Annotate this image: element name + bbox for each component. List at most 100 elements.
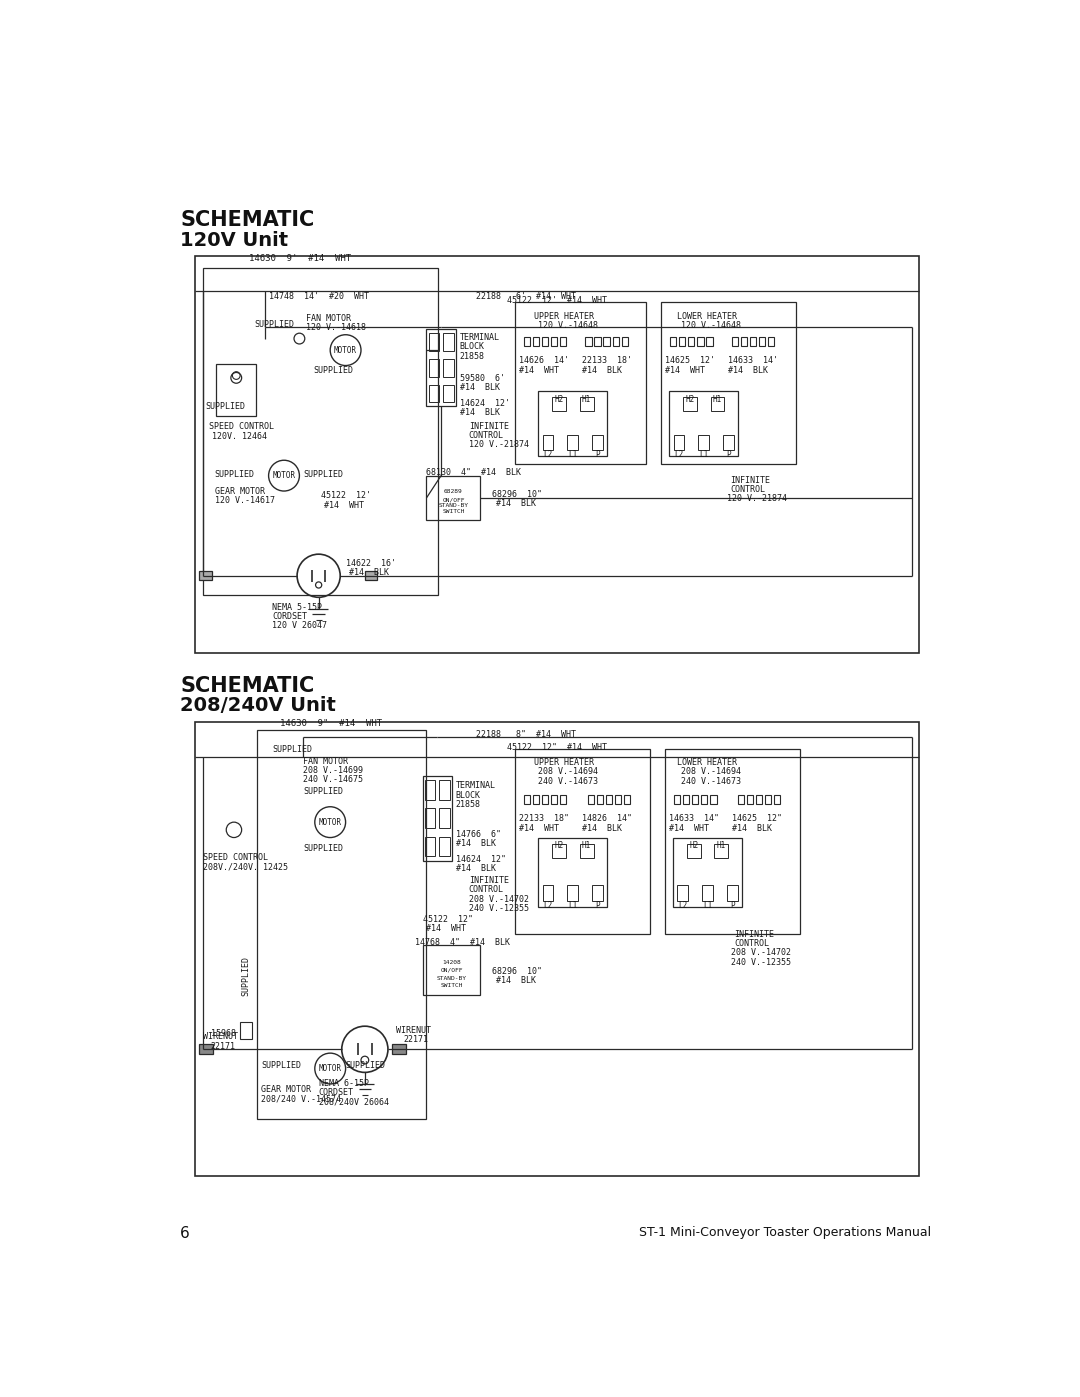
Text: GEAR MOTOR: GEAR MOTOR: [215, 488, 265, 496]
Text: SUPPLIED: SUPPLIED: [346, 1060, 386, 1070]
Text: 208/240V Unit: 208/240V Unit: [180, 696, 336, 715]
Text: #14  BLK: #14 BLK: [728, 366, 768, 374]
Text: SUPPLIED: SUPPLIED: [313, 366, 353, 376]
Text: CONTROL: CONTROL: [730, 485, 766, 495]
Text: NEMA 5-15P: NEMA 5-15P: [272, 602, 323, 612]
Text: SUPPLIED: SUPPLIED: [215, 471, 255, 479]
Text: H1: H1: [582, 395, 591, 404]
Text: SUPPLIED: SUPPLIED: [303, 471, 343, 479]
Text: 240 V.-12355: 240 V.-12355: [730, 958, 791, 967]
Text: 14625  12': 14625 12': [665, 356, 715, 365]
Bar: [588, 795, 594, 805]
Text: 45122  12"  #14  WHT: 45122 12" #14 WHT: [508, 743, 607, 752]
Bar: [624, 795, 631, 805]
Bar: [612, 337, 619, 346]
Bar: [594, 337, 600, 346]
Text: 14826  14": 14826 14": [582, 814, 632, 823]
Text: STAND-BY: STAND-BY: [436, 975, 467, 981]
Text: 14626  14': 14626 14': [518, 356, 569, 365]
Text: #14  WHT: #14 WHT: [665, 366, 705, 374]
Text: FAN MOTOR: FAN MOTOR: [303, 757, 348, 766]
Text: BLOCK: BLOCK: [460, 342, 485, 352]
Bar: [711, 795, 716, 805]
Text: 22188   6'  #14  WHT: 22188 6' #14 WHT: [476, 292, 577, 302]
Bar: [195, 722, 919, 1176]
Bar: [392, 1044, 406, 1053]
Text: L1: L1: [703, 901, 712, 909]
Text: 240 V.-14673: 240 V.-14673: [538, 777, 598, 785]
Text: H1: H1: [717, 841, 726, 851]
Text: SPEED CONTROL: SPEED CONTROL: [203, 854, 268, 862]
Bar: [543, 434, 553, 450]
Text: #14  WHT: #14 WHT: [426, 923, 465, 933]
Bar: [679, 337, 686, 346]
Text: H2: H2: [689, 841, 699, 851]
Text: #14  WHT: #14 WHT: [324, 502, 364, 510]
Bar: [701, 795, 707, 805]
Text: #14  BLK: #14 BLK: [460, 383, 500, 393]
Text: WIRENUT: WIRENUT: [203, 1032, 239, 1041]
Text: 208 V.-14702: 208 V.-14702: [469, 894, 529, 904]
Text: SCHEMATIC: SCHEMATIC: [180, 676, 314, 696]
Text: 14208: 14208: [442, 960, 461, 965]
Text: 22171: 22171: [403, 1035, 429, 1045]
Bar: [580, 844, 594, 858]
Bar: [567, 886, 578, 901]
Bar: [683, 397, 697, 411]
Text: L1: L1: [568, 901, 578, 909]
Bar: [674, 434, 685, 450]
Bar: [665, 749, 800, 933]
Text: H2: H2: [554, 841, 564, 851]
Text: ST-1 Mini-Conveyor Toaster Operations Manual: ST-1 Mini-Conveyor Toaster Operations Ma…: [638, 1227, 931, 1239]
Bar: [542, 795, 549, 805]
Bar: [727, 886, 738, 901]
Text: CONTROL: CONTROL: [469, 886, 503, 894]
Text: #14  BLK: #14 BLK: [350, 569, 390, 577]
Text: 240 V.-14675: 240 V.-14675: [303, 775, 363, 784]
Bar: [551, 337, 557, 346]
Bar: [756, 795, 762, 805]
Text: 22188   8"  #14  WHT: 22188 8" #14 WHT: [476, 729, 577, 739]
Text: SUPPLIED: SUPPLIED: [261, 1060, 301, 1070]
Bar: [580, 397, 594, 411]
Bar: [440, 780, 449, 800]
Text: 208 V.-14694: 208 V.-14694: [538, 767, 598, 777]
Bar: [698, 337, 703, 346]
Text: 120V. 12464: 120V. 12464: [213, 432, 268, 440]
Text: H1: H1: [582, 841, 591, 851]
Bar: [592, 886, 603, 901]
Text: MOTOR: MOTOR: [319, 1065, 341, 1073]
Bar: [532, 795, 539, 805]
Bar: [200, 571, 212, 580]
Text: 14748  14'  #20  WHT: 14748 14' #20 WHT: [269, 292, 368, 302]
Bar: [200, 1044, 213, 1053]
Bar: [561, 337, 566, 346]
Bar: [427, 475, 481, 520]
Bar: [424, 809, 435, 828]
Text: 240 V.-14673: 240 V.-14673: [680, 777, 741, 785]
Text: NEMA 6-15P: NEMA 6-15P: [319, 1078, 368, 1087]
Text: SUPPLIED: SUPPLIED: [205, 402, 245, 412]
Bar: [774, 795, 781, 805]
Text: 120 V.-14618: 120 V.-14618: [306, 323, 365, 332]
Text: SUPPLIED: SUPPLIED: [303, 844, 343, 852]
Bar: [768, 337, 774, 346]
Bar: [422, 946, 481, 996]
Bar: [240, 1023, 252, 1039]
Bar: [515, 302, 646, 464]
Text: 14633  14": 14633 14": [669, 814, 719, 823]
Text: 6: 6: [180, 1227, 190, 1242]
Bar: [440, 809, 449, 828]
Text: P: P: [730, 901, 734, 909]
Text: ON/OFF: ON/OFF: [441, 968, 462, 972]
Text: SWITCH: SWITCH: [441, 983, 462, 988]
Bar: [561, 795, 566, 805]
Text: P: P: [595, 901, 599, 909]
Text: UPPER HEATER: UPPER HEATER: [535, 312, 594, 321]
Text: #14  WHT: #14 WHT: [669, 824, 708, 833]
Text: CORDSET: CORDSET: [319, 1088, 353, 1097]
Text: SUPPLIED: SUPPLIED: [272, 745, 312, 754]
Text: H2: H2: [685, 395, 694, 404]
Bar: [688, 337, 694, 346]
Text: 14766  6": 14766 6": [456, 830, 501, 838]
